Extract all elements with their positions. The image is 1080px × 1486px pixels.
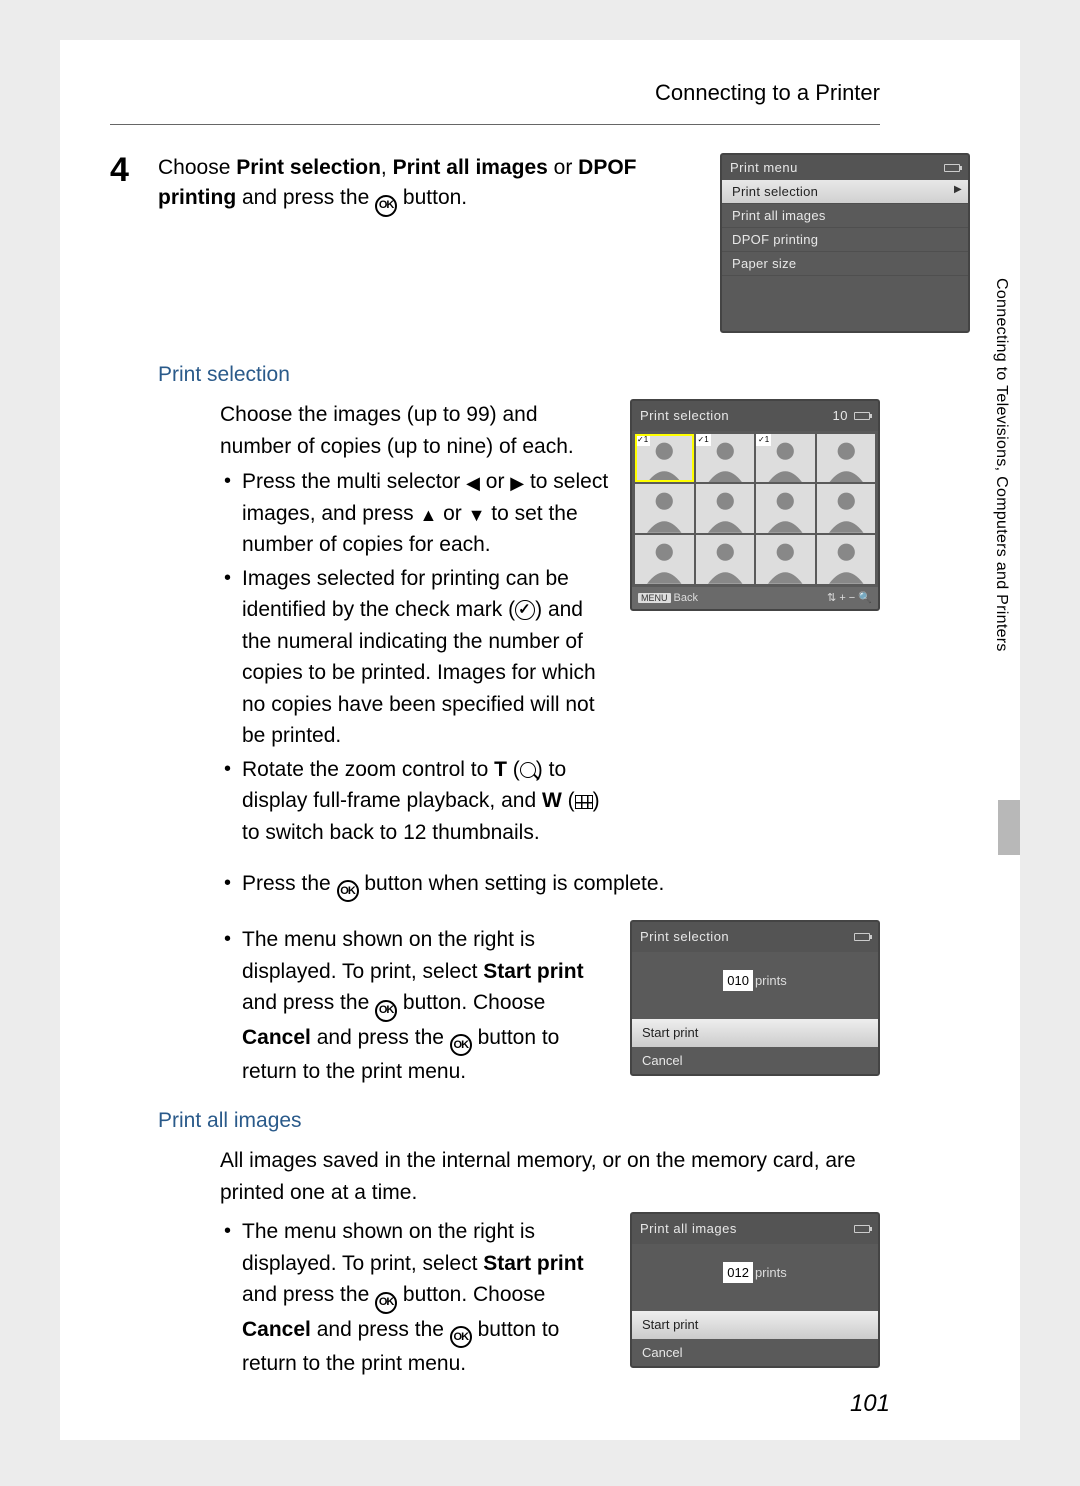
check-icon	[515, 600, 535, 620]
thumbnail-icon	[575, 795, 593, 809]
section-heading-print-all: Print all images	[158, 1109, 970, 1133]
up-arrow-icon: ▲	[419, 505, 437, 525]
ok-button-icon: OK	[375, 1000, 397, 1022]
ok-button-icon: OK	[375, 1292, 397, 1314]
menu-tag: MENU	[638, 593, 671, 603]
screen-title-bar: Print menu	[722, 155, 968, 180]
section-intro: Choose the images (up to 99) and number …	[220, 399, 610, 462]
thumbnail	[817, 535, 876, 584]
manual-page: Connecting to a Printer 4 Choose Print s…	[60, 40, 1020, 1440]
thumbnail-grid: ✓1 ✓1 ✓1	[632, 431, 878, 587]
bullet-start-print-b: The menu shown on the right is displayed…	[220, 1216, 610, 1379]
thumbnail: ✓1	[696, 434, 755, 483]
section-body-print-all: All images saved in the internal memory,…	[220, 1145, 880, 1381]
side-tab-marker	[998, 800, 1020, 855]
thumbnail	[696, 484, 755, 533]
screen-title: Print menu	[730, 160, 798, 175]
thumbnail	[756, 535, 815, 584]
bullet-zoom: Rotate the zoom control to T () to displ…	[220, 754, 610, 849]
bullet-start-print-a: The menu shown on the right is displayed…	[220, 924, 610, 1087]
thumbnail	[635, 535, 694, 584]
screen-title: Print selection	[640, 406, 729, 426]
menu-item-paper-size: Paper size	[722, 252, 968, 276]
ok-button-icon: OK	[450, 1034, 472, 1056]
screen-title: Print all images	[640, 1219, 737, 1239]
step-4: 4 Choose Print selection, Print all imag…	[110, 153, 970, 333]
bullet-press-ok: Press the OK button when setting is comp…	[220, 868, 880, 902]
screen-title: Print selection	[640, 927, 729, 947]
thumbnail	[756, 484, 815, 533]
menu-item-print-selection: Print selection	[722, 180, 968, 204]
thumbnail	[696, 535, 755, 584]
battery-icon	[854, 412, 870, 420]
menu-item-dpof: DPOF printing	[722, 228, 968, 252]
section-heading-print-selection: Print selection	[158, 363, 970, 387]
battery-icon	[854, 1225, 870, 1233]
ok-button-icon: OK	[337, 880, 359, 902]
thumbnail	[635, 484, 694, 533]
screen-title-bar: Print selection 10	[632, 401, 878, 431]
ok-button-icon: OK	[450, 1326, 472, 1348]
print-count: 010	[723, 970, 753, 992]
thumbnail	[817, 434, 876, 483]
side-tab-label: Connecting to Televisions, Computers and…	[992, 270, 1010, 652]
screen-title-bar: Print selection	[632, 922, 878, 952]
cancel-item: Cancel	[632, 1047, 878, 1075]
step-text: Choose Print selection, Print all images…	[158, 153, 702, 217]
magnify-icon	[520, 762, 536, 778]
image-count: 10	[833, 406, 848, 426]
print-count: 012	[723, 1262, 753, 1284]
page-header: Connecting to a Printer	[110, 80, 880, 106]
side-tab: Connecting to Televisions, Computers and…	[992, 270, 1020, 790]
cancel-item: Cancel	[632, 1339, 878, 1367]
menu-item-print-all: Print all images	[722, 204, 968, 228]
start-print-item: Start print	[632, 1311, 878, 1339]
page-number: 101	[850, 1390, 890, 1418]
bullet-multi-selector: Press the multi selector ◀ or ▶ to selec…	[220, 466, 610, 561]
thumbnail: ✓1	[635, 434, 694, 483]
thumbnail-selection-screen: Print selection 10 ✓1 ✓1 ✓1	[630, 399, 880, 611]
section-body-print-selection: Choose the images (up to 99) and number …	[220, 399, 880, 1089]
thumbnail	[817, 484, 876, 533]
battery-icon	[944, 164, 960, 172]
start-print-item: Start print	[632, 1019, 878, 1047]
screen-footer: MENUBack ⇅ + − 🔍	[632, 587, 878, 610]
step-number: 4	[110, 153, 140, 187]
battery-icon	[854, 933, 870, 941]
start-print-screen-b: Print all images 012prints Start print C…	[630, 1212, 880, 1368]
right-arrow-icon: ▶	[510, 473, 524, 493]
bullet-check-mark: Images selected for printing can be iden…	[220, 563, 610, 752]
header-rule	[110, 124, 880, 125]
screen-title-bar: Print all images	[632, 1214, 878, 1244]
ok-button-icon: OK	[375, 195, 397, 217]
section-intro: All images saved in the internal memory,…	[220, 1145, 880, 1208]
start-print-screen-a: Print selection 010prints Start print Ca…	[630, 920, 880, 1076]
print-menu-screen: Print menu Print selection Print all ima…	[720, 153, 970, 333]
thumbnail: ✓1	[756, 434, 815, 483]
left-arrow-icon: ◀	[466, 473, 480, 493]
down-arrow-icon: ▼	[468, 505, 486, 525]
